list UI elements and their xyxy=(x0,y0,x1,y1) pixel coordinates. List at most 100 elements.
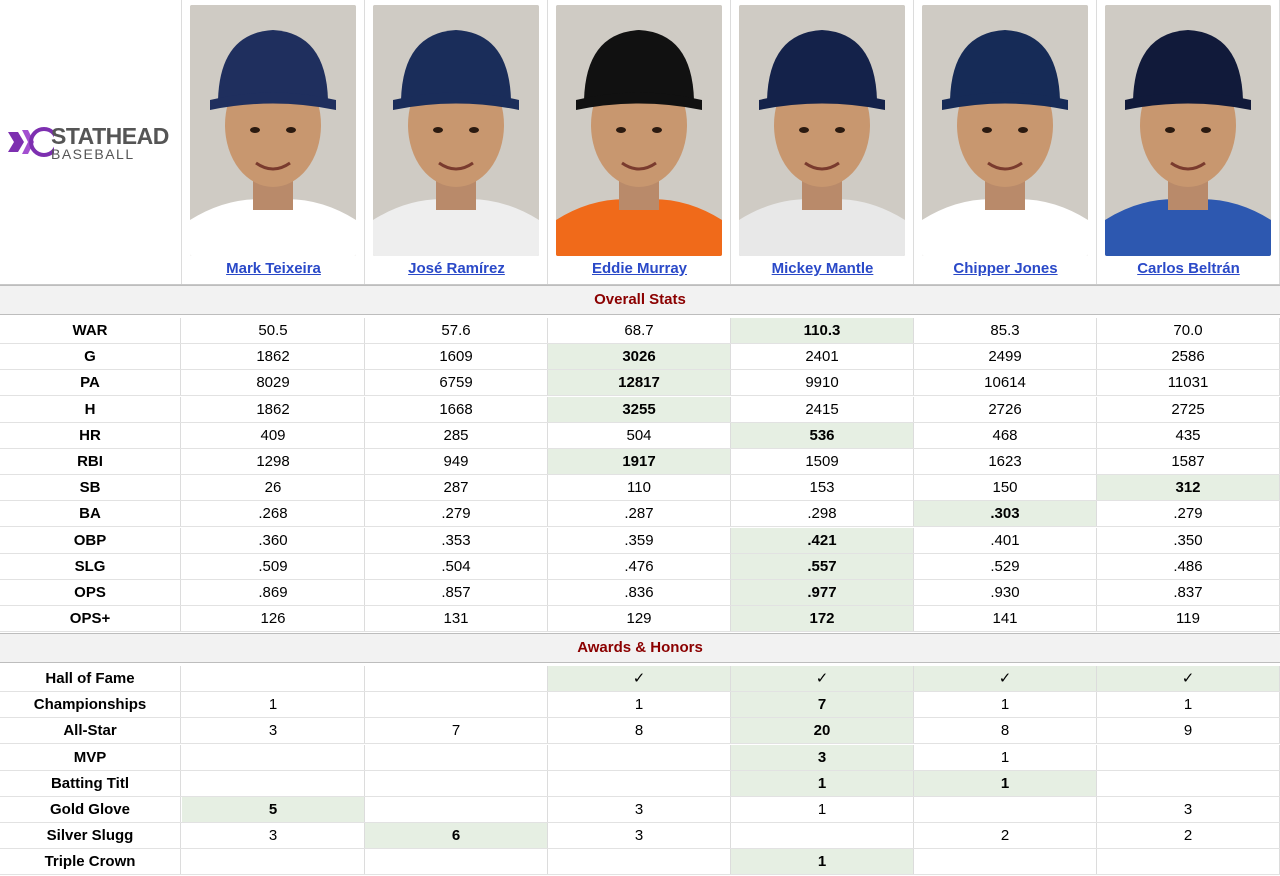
stat-value: 2725 xyxy=(1097,396,1280,422)
stat-label: Batting Titl xyxy=(0,770,181,796)
stat-value: 7 xyxy=(731,692,914,718)
player-photo[interactable] xyxy=(190,5,356,256)
stat-value: ✓ xyxy=(914,666,1097,691)
stat-row: All-Star 3 7 8 20 8 9 xyxy=(0,718,1280,745)
stat-value: 1609 xyxy=(365,344,548,370)
stat-row: OBP .360.353.359.421.401.350 xyxy=(0,527,1280,554)
stat-value xyxy=(914,849,1097,875)
stat-value: 1 xyxy=(914,692,1097,718)
stat-value: 153 xyxy=(731,475,914,501)
player-name-link[interactable]: Mark Teixeira xyxy=(226,260,321,277)
stat-value: 12817 xyxy=(548,370,731,396)
stat-value: .359 xyxy=(548,527,731,553)
stat-value: 1862 xyxy=(182,396,365,422)
stat-row: RBI 1298 949 1917 1509 1623 1587 xyxy=(0,449,1280,475)
stat-value: .298 xyxy=(731,501,914,527)
stat-value: ✓ xyxy=(548,666,731,691)
stat-value: 1 xyxy=(1097,692,1280,718)
stat-value: 119 xyxy=(1097,606,1280,632)
stat-value xyxy=(365,849,548,875)
stat-label: Triple Crown xyxy=(0,849,181,875)
stat-value xyxy=(365,666,548,691)
stat-value: .401 xyxy=(914,527,1097,553)
player-photo[interactable] xyxy=(922,5,1088,256)
stat-value xyxy=(182,744,365,770)
stat-row: Hall of Fame ✓ ✓ ✓ ✓ xyxy=(0,666,1280,692)
stat-value: 1 xyxy=(914,744,1097,770)
stat-value xyxy=(914,797,1097,822)
player-name-link[interactable]: Chipper Jones xyxy=(953,260,1058,277)
stat-value: 1298 xyxy=(182,449,365,474)
section-title-overall-stats: Overall Stats xyxy=(0,285,1280,315)
stat-value: .279 xyxy=(365,501,548,527)
stat-value: 141 xyxy=(914,606,1097,632)
stat-label: WAR xyxy=(0,318,181,343)
player-column: Mark Teixeira xyxy=(182,0,365,284)
stat-value: 435 xyxy=(1097,422,1280,448)
stat-value: 1 xyxy=(731,770,914,796)
stat-value: 26 xyxy=(182,475,365,501)
stat-value: 312 xyxy=(1097,475,1280,501)
stat-value: 68.7 xyxy=(548,318,731,343)
stat-value: .421 xyxy=(731,527,914,553)
player-photo[interactable] xyxy=(739,5,905,256)
stat-value xyxy=(548,849,731,875)
stat-value: 1668 xyxy=(365,396,548,422)
stat-row: Championships 1 1 7 1 1 xyxy=(0,692,1280,719)
stat-value: 1 xyxy=(548,692,731,718)
stat-label: MVP xyxy=(0,744,181,770)
stat-value: ✓ xyxy=(731,666,914,691)
stat-row: HR 409 285 504 536 468 435 xyxy=(0,422,1280,449)
player-photo[interactable] xyxy=(1105,5,1271,256)
player-name-link[interactable]: Mickey Mantle xyxy=(771,260,874,277)
stat-value xyxy=(548,744,731,770)
stat-value: 3 xyxy=(1097,797,1280,822)
player-photo-image xyxy=(373,5,539,256)
stat-row: Triple Crown 1 xyxy=(0,849,1280,876)
stat-value xyxy=(1097,849,1280,875)
stat-value: .360 xyxy=(182,527,365,553)
stat-label: Silver Slugg xyxy=(0,823,181,849)
stat-value: .836 xyxy=(548,580,731,605)
player-name-link[interactable]: Carlos Beltrán xyxy=(1137,260,1240,277)
stat-value: 2726 xyxy=(914,396,1097,422)
player-photo-image xyxy=(190,5,356,256)
stathead-logo[interactable]: STATHEAD BASEBALL xyxy=(0,0,182,284)
stat-value: .977 xyxy=(731,580,914,605)
player-photo-image xyxy=(1105,5,1271,256)
stat-value: .930 xyxy=(914,580,1097,605)
stat-value: 150 xyxy=(914,475,1097,501)
stat-value xyxy=(731,823,914,849)
stat-value: 11031 xyxy=(1097,370,1280,396)
stat-value: .350 xyxy=(1097,527,1280,553)
stat-value xyxy=(548,770,731,796)
stat-label: Hall of Fame xyxy=(0,666,181,691)
stat-value: .287 xyxy=(548,501,731,527)
player-name-link[interactable]: José Ramírez xyxy=(408,260,505,277)
section-title-awards: Awards & Honors xyxy=(0,633,1280,663)
stat-value: 1862 xyxy=(182,344,365,370)
stat-value: 131 xyxy=(365,606,548,632)
stat-value: 70.0 xyxy=(1097,318,1280,343)
stat-value: .303 xyxy=(914,501,1097,527)
stat-value: 9 xyxy=(1097,718,1280,744)
player-name-link[interactable]: Eddie Murray xyxy=(591,260,688,277)
stat-value: 129 xyxy=(548,606,731,632)
stat-value: 1 xyxy=(731,849,914,875)
stat-label: PA xyxy=(0,370,181,396)
player-photo[interactable] xyxy=(556,5,722,256)
stat-row: G 1862 1609 3026 2401 2499 2586 xyxy=(0,344,1280,371)
stat-value: 3 xyxy=(182,718,365,744)
player-photo-image xyxy=(556,5,722,256)
logo-subtitle: BASEBALL xyxy=(51,146,135,162)
stat-value: 7 xyxy=(365,718,548,744)
stat-value: 3 xyxy=(548,797,731,822)
logo-title: STATHEAD xyxy=(51,123,169,149)
stat-label: OPS xyxy=(0,580,181,605)
stat-value: 85.3 xyxy=(914,318,1097,343)
stat-value: 1 xyxy=(182,692,365,718)
stat-value: 2401 xyxy=(731,344,914,370)
player-photo[interactable] xyxy=(373,5,539,256)
stat-row: OPS+ 126 131 129 172 141 119 xyxy=(0,606,1280,633)
